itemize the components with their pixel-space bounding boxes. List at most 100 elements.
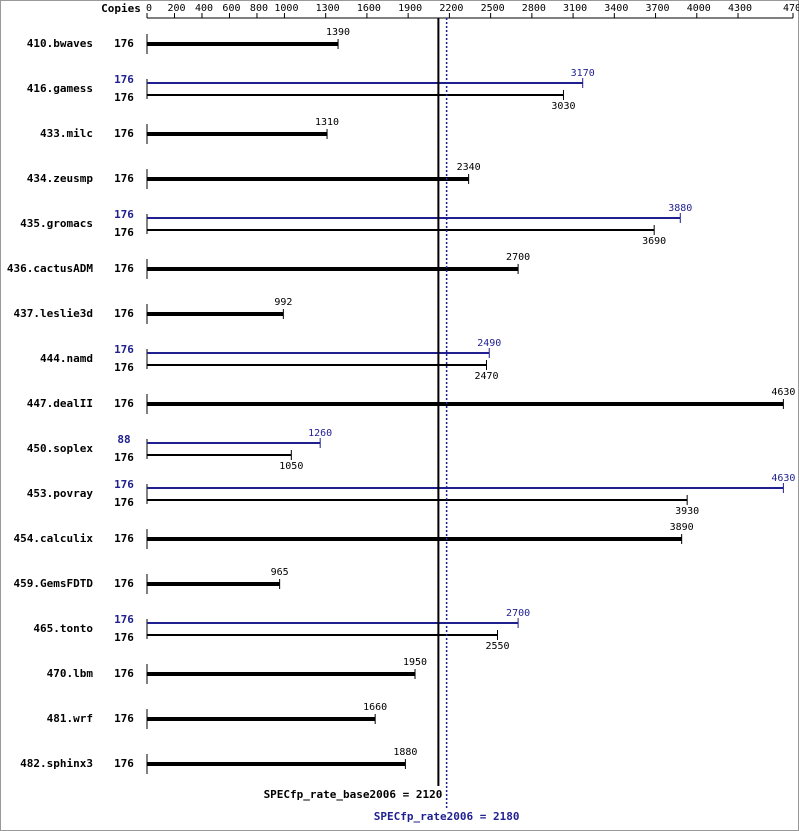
copies: 176 xyxy=(114,262,134,275)
copies: 176 xyxy=(114,532,134,545)
copies: 176 xyxy=(114,613,134,626)
benchmark-name: 481.wrf xyxy=(47,712,93,725)
bar xyxy=(147,634,498,636)
bar xyxy=(147,364,487,366)
bar xyxy=(147,454,292,456)
benchmark-name: 465.tonto xyxy=(33,622,93,635)
x-tick-label: 200 xyxy=(167,3,185,14)
x-tick-label: 3700 xyxy=(646,3,670,14)
benchmark-name: 447.dealII xyxy=(27,397,93,410)
value-label: 2470 xyxy=(474,371,498,382)
x-tick-label: 2800 xyxy=(522,3,546,14)
benchmark-name: 437.leslie3d xyxy=(14,307,93,320)
value-label: 3690 xyxy=(642,236,666,247)
benchmark-name: 482.sphinx3 xyxy=(20,757,93,770)
benchmark-name: 470.lbm xyxy=(47,667,94,680)
reference-label: SPECfp_rate2006 = 2180 xyxy=(374,810,520,823)
copies: 176 xyxy=(114,757,134,770)
x-tick-label: 4000 xyxy=(687,3,711,14)
x-tick-label: 400 xyxy=(195,3,213,14)
value-label: 1310 xyxy=(315,117,339,128)
x-tick-label: 0 xyxy=(146,3,152,14)
copies: 176 xyxy=(114,307,134,320)
copies: 176 xyxy=(114,667,134,680)
value-label: 1050 xyxy=(279,461,303,472)
value-label: 965 xyxy=(271,567,289,578)
bar xyxy=(147,132,328,136)
value-label: 2700 xyxy=(506,252,530,263)
benchmark-name: 453.povray xyxy=(27,487,94,500)
copies-header: Copies xyxy=(101,2,141,15)
benchmark-name: 416.gamess xyxy=(27,82,93,95)
x-tick-label: 1000 xyxy=(274,3,298,14)
value-label: 3880 xyxy=(668,203,692,214)
bar xyxy=(147,582,280,586)
bar xyxy=(147,82,583,84)
value-label: 3170 xyxy=(571,68,595,79)
value-label: 3930 xyxy=(675,506,699,517)
x-tick-label: 1300 xyxy=(316,3,340,14)
bar xyxy=(147,762,406,766)
copies: 176 xyxy=(114,577,134,590)
bar xyxy=(147,672,416,676)
x-tick-label: 800 xyxy=(250,3,268,14)
value-label: 2550 xyxy=(485,641,509,652)
value-label: 1260 xyxy=(308,428,332,439)
bar xyxy=(147,487,784,489)
value-label: 2700 xyxy=(506,608,530,619)
x-tick-label: 4300 xyxy=(728,3,752,14)
bar xyxy=(147,267,519,271)
x-tick-label: 1900 xyxy=(398,3,422,14)
bar xyxy=(147,217,681,219)
copies: 176 xyxy=(114,631,134,644)
bar xyxy=(147,717,376,721)
x-tick-label: 600 xyxy=(222,3,240,14)
reference-label: SPECfp_rate_base2006 = 2120 xyxy=(264,788,443,801)
copies: 176 xyxy=(114,73,134,86)
benchmark-name: 459.GemsFDTD xyxy=(14,577,94,590)
copies: 88 xyxy=(117,433,130,446)
benchmark-name: 450.soplex xyxy=(27,442,94,455)
value-label: 3030 xyxy=(551,101,575,112)
copies: 176 xyxy=(114,226,134,239)
bar xyxy=(147,42,339,46)
bar xyxy=(147,229,655,231)
bar xyxy=(147,537,682,541)
bar xyxy=(147,352,490,354)
x-tick-label: 4700 xyxy=(783,3,799,14)
value-label: 1660 xyxy=(363,702,387,713)
copies: 176 xyxy=(114,496,134,509)
value-label: 4630 xyxy=(771,473,795,484)
copies: 176 xyxy=(114,208,134,221)
bar xyxy=(147,402,784,406)
x-tick-label: 3400 xyxy=(604,3,628,14)
copies: 176 xyxy=(114,127,134,140)
benchmark-name: 433.milc xyxy=(40,127,93,140)
value-label: 1880 xyxy=(393,747,417,758)
benchmark-name: 436.cactusADM xyxy=(7,262,93,275)
value-label: 3890 xyxy=(670,522,694,533)
value-label: 1390 xyxy=(326,27,350,38)
copies: 176 xyxy=(114,451,134,464)
value-label: 1950 xyxy=(403,657,427,668)
x-tick-label: 2200 xyxy=(439,3,463,14)
bar xyxy=(147,442,321,444)
benchmark-name: 434.zeusmp xyxy=(27,172,94,185)
copies: 176 xyxy=(114,361,134,374)
x-tick-label: 2500 xyxy=(481,3,505,14)
bar xyxy=(147,622,519,624)
value-label: 992 xyxy=(274,297,292,308)
benchmark-name: 435.gromacs xyxy=(20,217,93,230)
copies: 176 xyxy=(114,91,134,104)
copies: 176 xyxy=(114,37,134,50)
value-label: 2490 xyxy=(477,338,501,349)
copies: 176 xyxy=(114,343,134,356)
copies: 176 xyxy=(114,478,134,491)
bar xyxy=(147,177,469,181)
benchmark-name: 454.calculix xyxy=(14,532,94,545)
bar xyxy=(147,94,564,96)
copies: 176 xyxy=(114,397,134,410)
x-tick-label: 3100 xyxy=(563,3,587,14)
